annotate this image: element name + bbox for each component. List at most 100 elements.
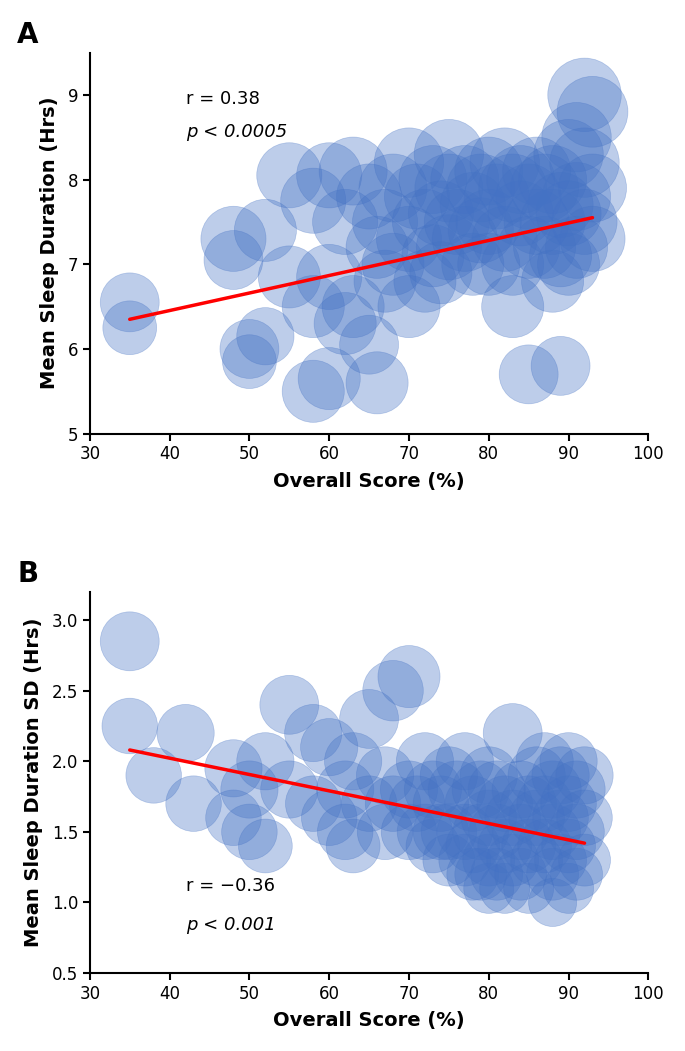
Point: [563, 753, 574, 769]
Point: [523, 366, 534, 383]
Point: [531, 809, 542, 826]
Y-axis label: Mean Sleep Duration (Hrs): Mean Sleep Duration (Hrs): [40, 97, 59, 389]
Point: [228, 230, 239, 247]
Point: [340, 213, 351, 230]
Point: [499, 838, 510, 854]
Point: [563, 255, 574, 272]
Point: [124, 320, 135, 336]
Point: [523, 838, 534, 854]
Point: [563, 838, 574, 854]
Point: [244, 824, 255, 841]
Point: [491, 866, 502, 883]
Point: [547, 273, 558, 290]
Point: [460, 851, 471, 868]
Point: [475, 781, 486, 798]
Point: [436, 796, 447, 812]
Point: [539, 838, 550, 854]
Point: [507, 809, 518, 826]
Point: [443, 851, 454, 868]
Point: [419, 213, 430, 230]
Point: [348, 298, 359, 315]
Point: [260, 328, 271, 345]
Point: [539, 239, 550, 255]
Point: [364, 796, 375, 812]
Point: [124, 294, 135, 311]
Point: [491, 188, 502, 205]
Point: [364, 188, 375, 205]
Point: [188, 796, 199, 812]
Point: [523, 239, 534, 255]
Point: [340, 781, 351, 798]
Point: [491, 781, 502, 798]
Point: [507, 724, 518, 741]
Point: [244, 781, 255, 798]
Point: [579, 851, 590, 868]
Point: [587, 103, 598, 120]
Point: [364, 336, 375, 353]
Point: [443, 146, 454, 163]
Point: [412, 796, 423, 812]
Point: [340, 824, 351, 841]
Point: [364, 710, 375, 727]
Point: [403, 154, 414, 171]
Point: [507, 851, 518, 868]
Point: [348, 163, 359, 180]
Point: [403, 781, 414, 798]
Point: [571, 866, 582, 883]
Point: [451, 213, 462, 230]
Point: [436, 824, 447, 841]
Point: [403, 230, 414, 247]
Point: [475, 180, 486, 197]
Point: [547, 894, 558, 911]
Point: [491, 824, 502, 841]
Point: [379, 824, 390, 841]
Point: [499, 880, 510, 897]
Point: [148, 767, 159, 784]
Point: [427, 247, 438, 264]
Point: [284, 781, 295, 798]
Point: [515, 171, 526, 188]
Point: [260, 753, 271, 769]
Point: [403, 824, 414, 841]
Point: [467, 866, 478, 883]
Point: [308, 298, 319, 315]
Point: [563, 146, 574, 163]
Point: [484, 851, 495, 868]
Point: [484, 880, 495, 897]
Point: [436, 205, 447, 222]
Point: [379, 213, 390, 230]
Point: [507, 255, 518, 272]
Point: [427, 171, 438, 188]
Point: [531, 163, 542, 180]
Point: [371, 239, 382, 255]
Point: [467, 796, 478, 812]
Point: [555, 197, 566, 213]
Point: [579, 809, 590, 826]
Point: [460, 171, 471, 188]
Point: [563, 796, 574, 812]
Point: [571, 129, 582, 146]
Text: A: A: [17, 21, 39, 48]
Point: [531, 851, 542, 868]
Point: [547, 824, 558, 841]
Point: [579, 767, 590, 784]
Point: [460, 230, 471, 247]
Point: [388, 796, 399, 812]
Point: [427, 781, 438, 798]
Point: [388, 682, 399, 699]
Point: [348, 838, 359, 854]
Point: [571, 824, 582, 841]
Point: [484, 163, 495, 180]
Point: [467, 255, 478, 272]
Point: [308, 724, 319, 741]
Point: [419, 753, 430, 769]
Point: [460, 824, 471, 841]
Point: [539, 796, 550, 812]
Point: [587, 230, 598, 247]
Text: r = 0.38: r = 0.38: [186, 89, 260, 107]
Point: [547, 781, 558, 798]
Point: [443, 824, 454, 841]
Point: [563, 205, 574, 222]
Point: [419, 273, 430, 290]
Point: [124, 718, 135, 735]
